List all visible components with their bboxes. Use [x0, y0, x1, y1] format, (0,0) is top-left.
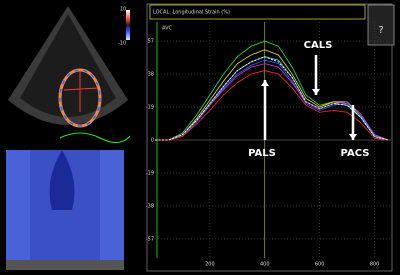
colorbar-label: 10: [120, 7, 126, 13]
colorbar-label: -10: [118, 41, 126, 47]
myocardium-trace-blue: [59, 69, 101, 127]
x-tick-label: 600: [315, 262, 325, 268]
help-button[interactable]: [367, 4, 395, 46]
y-tick-label: -19: [146, 170, 154, 176]
arrow-head: [312, 89, 320, 95]
annotation: CALS: [304, 40, 333, 51]
y-tick-label: 0: [151, 138, 154, 144]
y-tick-label: 57: [148, 39, 154, 45]
chart-title: LOCAL: Longitudinal Strain (%): [153, 10, 230, 16]
annotation: PACS: [341, 148, 370, 159]
title-box: [149, 4, 366, 20]
strain-curve: [155, 59, 389, 141]
y-tick-label: 19: [148, 105, 154, 111]
strain-curve: [155, 56, 389, 141]
y-tick-label: -57: [146, 236, 154, 242]
ecg: [59, 132, 131, 143]
chart-frame: [146, 3, 393, 272]
axis-marker: [63, 87, 99, 91]
mmode-core: [49, 150, 75, 210]
sector-inner: [20, 14, 116, 117]
ultrasound-view: 10 -10: [8, 6, 131, 143]
x-tick-label: 400: [260, 262, 270, 268]
plot: 57 38 19 0 -19 -38 -57 200 400 600 800 AVC PALS CALS P…: [146, 22, 391, 268]
help-label[interactable]: ?: [378, 25, 383, 36]
annotation: AVC: [162, 26, 173, 32]
mmode-strip: [6, 260, 124, 270]
y-tick-label: 38: [148, 72, 154, 78]
annotation: PALS: [248, 148, 276, 159]
strain-mmode: [6, 150, 124, 270]
arrow-head: [261, 80, 269, 86]
y-tick-label: -38: [146, 203, 154, 209]
strain-curve: [155, 70, 389, 141]
strain-curve: [155, 63, 389, 141]
colorbar: [126, 10, 130, 40]
arrow-head: [349, 134, 357, 140]
x-tick-label: 200: [205, 262, 215, 268]
x-tick-label: 800: [370, 262, 380, 268]
